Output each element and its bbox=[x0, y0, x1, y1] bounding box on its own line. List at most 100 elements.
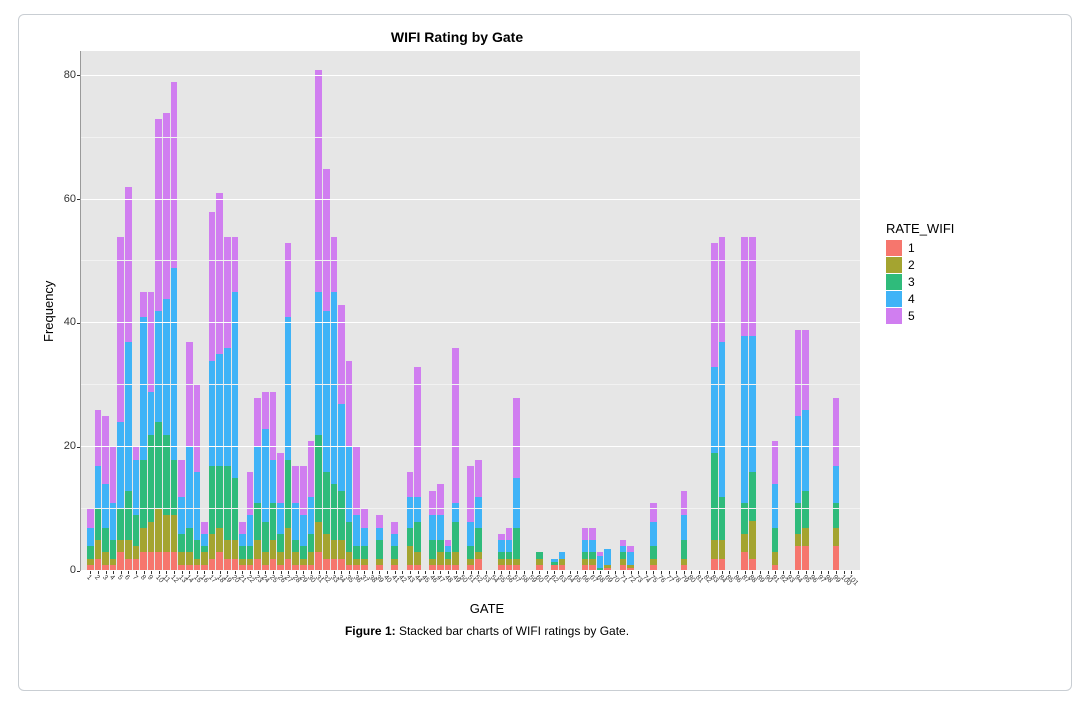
bar-segment-rate-5 bbox=[719, 237, 726, 342]
bar-segment-rate-1 bbox=[741, 552, 748, 571]
bar-segment-rate-2 bbox=[711, 540, 718, 559]
bar-segment-rate-4 bbox=[741, 336, 748, 503]
bar-segment-rate-3 bbox=[277, 534, 284, 553]
bar-segment-rate-4 bbox=[353, 515, 360, 546]
bar bbox=[292, 51, 299, 571]
bar bbox=[734, 51, 741, 571]
x-tick: 22 bbox=[247, 571, 254, 595]
bar bbox=[513, 51, 520, 571]
x-tick: 40 bbox=[384, 571, 391, 595]
x-tick: 28 bbox=[292, 571, 299, 595]
x-tick: 46 bbox=[429, 571, 436, 595]
bar-segment-rate-3 bbox=[346, 522, 353, 553]
bar-segment-rate-3 bbox=[216, 466, 223, 528]
y-tick-label: 0 bbox=[70, 565, 76, 576]
y-tick-label: 40 bbox=[64, 317, 76, 328]
bar bbox=[186, 51, 193, 571]
x-tick: 39 bbox=[376, 571, 383, 595]
x-tick: 44 bbox=[414, 571, 421, 595]
x-tick: 63 bbox=[559, 571, 566, 595]
bar-segment-rate-5 bbox=[117, 237, 124, 423]
x-tick: 67 bbox=[589, 571, 596, 595]
bar-segment-rate-4 bbox=[323, 311, 330, 472]
x-tick: 69 bbox=[604, 571, 611, 595]
x-tick: 29 bbox=[300, 571, 307, 595]
bar-segment-rate-3 bbox=[475, 528, 482, 553]
grid-line-major bbox=[81, 322, 860, 323]
bar-segment-rate-5 bbox=[277, 453, 284, 503]
bar bbox=[589, 51, 596, 571]
bar-segment-rate-2 bbox=[452, 552, 459, 564]
bar-segment-rate-4 bbox=[285, 317, 292, 459]
x-tick: 97 bbox=[818, 571, 825, 595]
bar bbox=[467, 51, 474, 571]
bar-segment-rate-4 bbox=[795, 416, 802, 503]
bar bbox=[779, 51, 786, 571]
bar bbox=[620, 51, 627, 571]
bar bbox=[155, 51, 162, 571]
bar-segment-rate-2 bbox=[749, 521, 756, 558]
x-tick-label: 6 bbox=[123, 574, 131, 582]
bar bbox=[726, 51, 733, 571]
bar bbox=[810, 51, 817, 571]
x-tick: 66 bbox=[582, 571, 589, 595]
bar-segment-rate-4 bbox=[475, 497, 482, 528]
bar-segment-rate-4 bbox=[247, 515, 254, 546]
bar-segment-rate-2 bbox=[407, 546, 414, 565]
x-tick: 15 bbox=[194, 571, 201, 595]
bar bbox=[642, 51, 649, 571]
legend: RATE_WIFI 12345 bbox=[886, 221, 954, 324]
bar-segment-rate-5 bbox=[323, 169, 330, 311]
bar bbox=[338, 51, 345, 571]
bar-segment-rate-5 bbox=[148, 292, 155, 391]
x-tick: 20 bbox=[232, 571, 239, 595]
bar bbox=[437, 51, 444, 571]
figure-label: Figure 1: bbox=[345, 624, 396, 638]
grid-line-minor bbox=[81, 260, 860, 261]
bar bbox=[178, 51, 185, 571]
x-tick-label: 4 bbox=[108, 574, 116, 582]
bar-segment-rate-1 bbox=[216, 552, 223, 571]
x-tick-label: 8 bbox=[139, 574, 147, 582]
bar bbox=[140, 51, 147, 571]
bar bbox=[171, 51, 178, 571]
bar-segment-rate-5 bbox=[513, 398, 520, 478]
bar bbox=[376, 51, 383, 571]
bar-segment-rate-5 bbox=[338, 305, 345, 404]
bar-segment-rate-1 bbox=[117, 552, 124, 571]
bar-segment-rate-1 bbox=[171, 552, 178, 571]
bar-segment-rate-4 bbox=[361, 528, 368, 547]
x-tick: 90 bbox=[764, 571, 771, 595]
bar bbox=[559, 51, 566, 571]
bar-segment-rate-5 bbox=[361, 509, 368, 528]
bar-segment-rate-5 bbox=[650, 503, 657, 522]
x-tick: 32 bbox=[323, 571, 330, 595]
bar-segment-rate-5 bbox=[285, 243, 292, 317]
bar-segment-rate-1 bbox=[148, 552, 155, 571]
legend-item: 5 bbox=[886, 308, 954, 324]
bar-segment-rate-4 bbox=[391, 534, 398, 546]
bar bbox=[741, 51, 748, 571]
bar bbox=[194, 51, 201, 571]
bar-segment-rate-5 bbox=[802, 330, 809, 410]
bar-segment-rate-2 bbox=[102, 552, 109, 564]
bar-segment-rate-3 bbox=[513, 528, 520, 559]
bar-segment-rate-1 bbox=[163, 552, 170, 571]
x-tick: 92 bbox=[779, 571, 786, 595]
bar bbox=[110, 51, 117, 571]
bar-segment-rate-3 bbox=[186, 528, 193, 553]
bar bbox=[102, 51, 109, 571]
bar-segment-rate-3 bbox=[719, 497, 726, 540]
bar bbox=[681, 51, 688, 571]
bar bbox=[802, 51, 809, 571]
bar-segment-rate-4 bbox=[681, 515, 688, 540]
bar-segment-rate-5 bbox=[741, 237, 748, 336]
bar bbox=[551, 51, 558, 571]
bar-segment-rate-2 bbox=[117, 540, 124, 552]
bar-segment-rate-4 bbox=[300, 515, 307, 546]
bar-segment-rate-2 bbox=[270, 540, 277, 559]
bar-segment-rate-4 bbox=[209, 361, 216, 466]
bar-segment-rate-2 bbox=[315, 522, 322, 553]
bar-segment-rate-5 bbox=[133, 447, 140, 459]
bar bbox=[391, 51, 398, 571]
